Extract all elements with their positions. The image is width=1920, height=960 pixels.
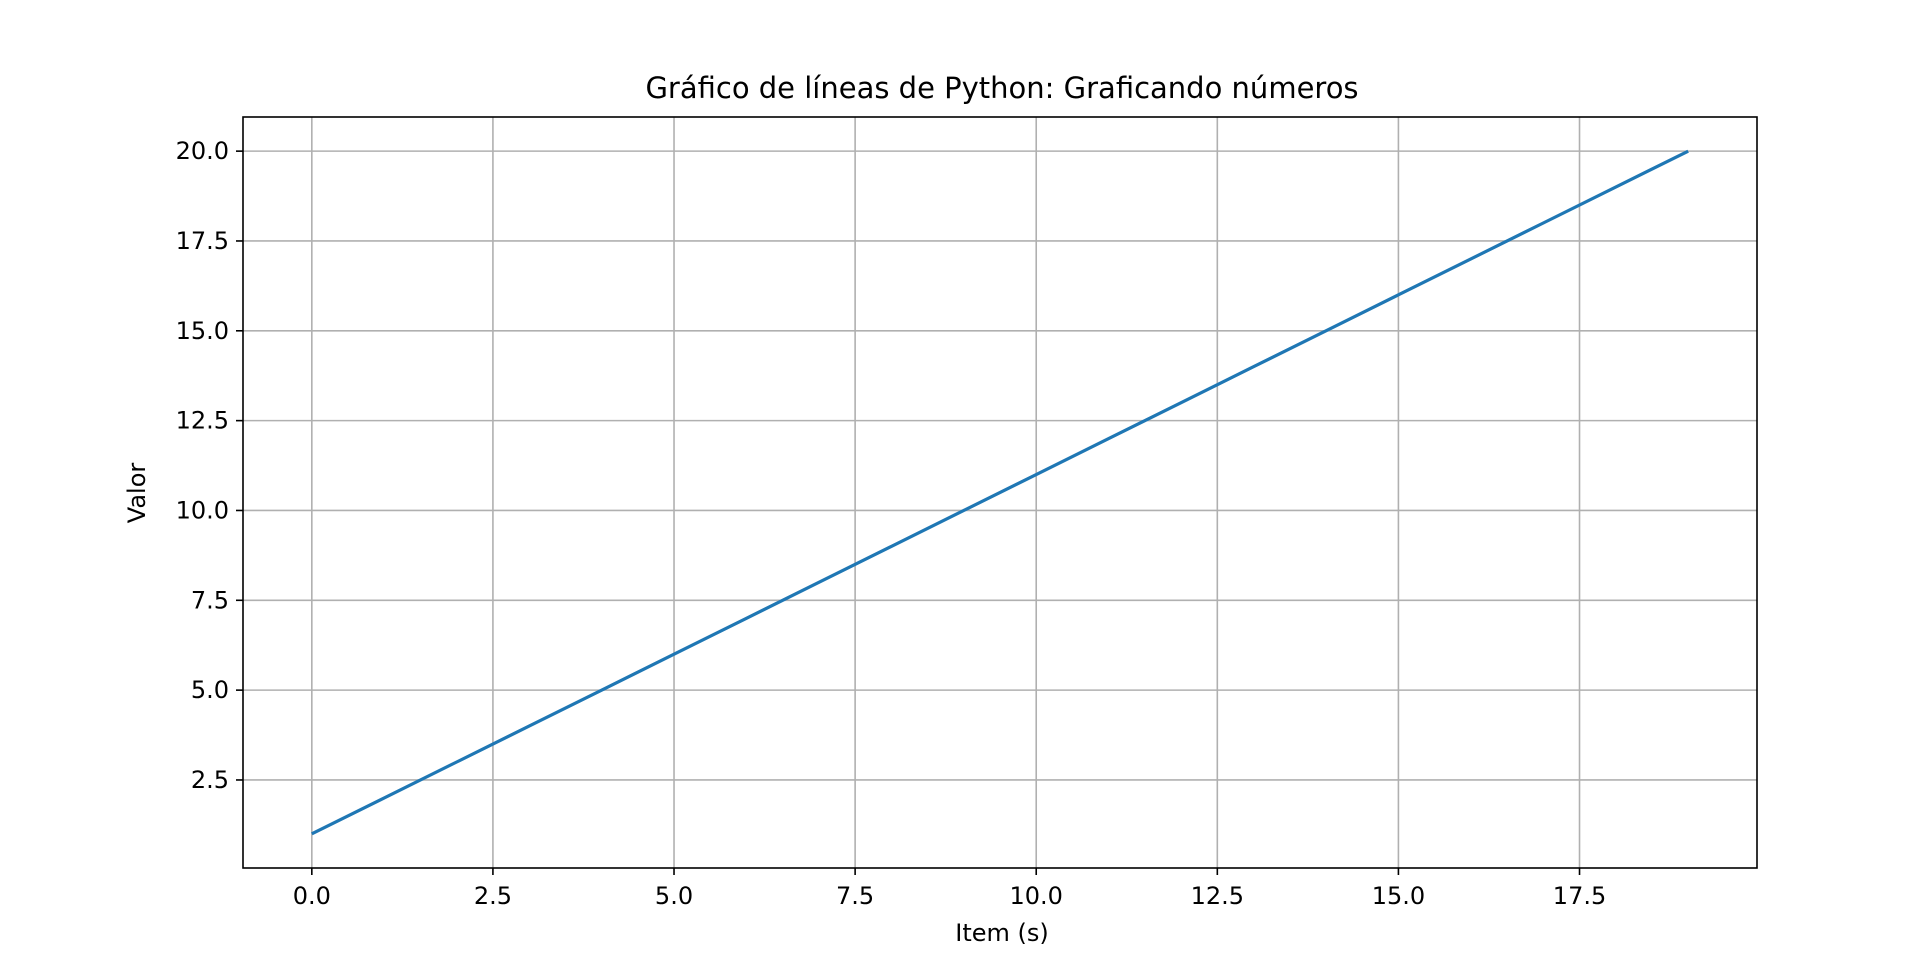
x-tick-label: 12.5 <box>1191 882 1244 910</box>
y-tick-label: 20.0 <box>176 137 229 165</box>
y-tick-label: 7.5 <box>191 586 229 614</box>
chart-title: Gráfico de líneas de Python: Graficando … <box>645 71 1358 105</box>
x-tick-label: 10.0 <box>1010 882 1063 910</box>
series-layer <box>311 149 1689 836</box>
grid-lines <box>243 117 1757 868</box>
y-axis-label: Valor <box>123 463 151 524</box>
y-tick-label: 17.5 <box>176 227 229 255</box>
x-tick-label: 5.0 <box>655 882 693 910</box>
y-tick-label: 12.5 <box>176 407 229 435</box>
y-tick-label: 15.0 <box>176 317 229 345</box>
axis-ticks: 0.0 2.5 5.0 7.5 10.0 12.5 15.0 17.5 2.5 5.0 7.5 10.… <box>176 137 1607 910</box>
y-tick-label: 2.5 <box>191 766 229 794</box>
y-tick-label: 5.0 <box>191 676 229 704</box>
x-tick-label: 15.0 <box>1372 882 1425 910</box>
plot-area-frame <box>242 116 1758 869</box>
x-axis-label: Item (s) <box>955 919 1049 947</box>
y-tick-label: 10.0 <box>176 496 229 524</box>
x-tick-label: 7.5 <box>836 882 874 910</box>
x-tick-label: 17.5 <box>1553 882 1606 910</box>
x-tick-label: 2.5 <box>474 882 512 910</box>
series-line-0 <box>311 149 1689 836</box>
x-tick-label: 0.0 <box>293 882 331 910</box>
